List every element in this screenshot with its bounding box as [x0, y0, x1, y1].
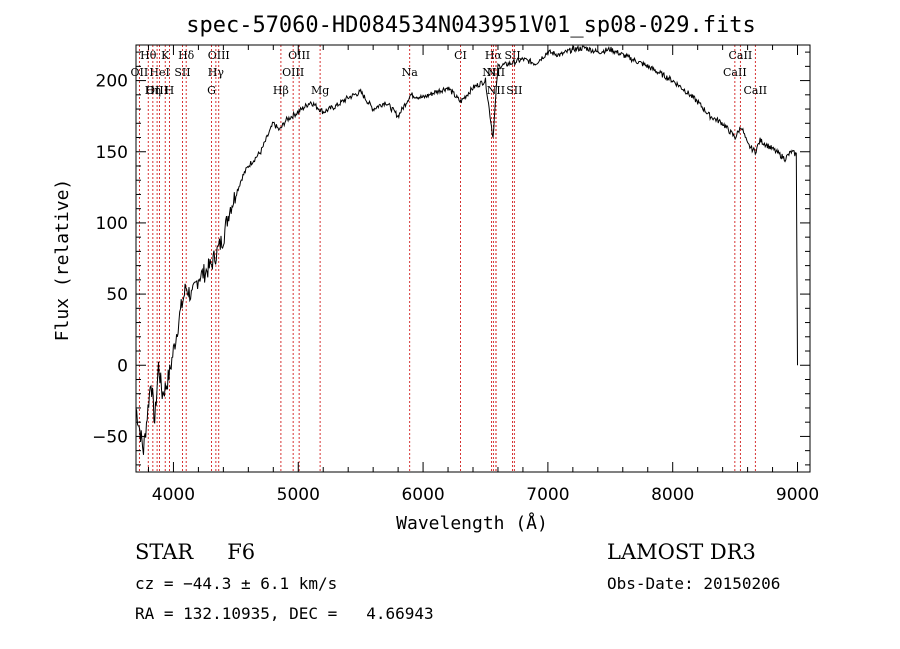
spectral-line-label-5: CI: [454, 49, 467, 62]
spectral-line-label-23: Mg: [311, 84, 329, 97]
x-tick-label-1: 5000: [277, 485, 320, 505]
series-layer: [135, 44, 798, 455]
series-line-flux: [135, 44, 798, 455]
spectral-line-label-10: HeI: [149, 66, 169, 79]
spectral-line-label-2: Hδ: [178, 49, 195, 62]
spectral-line-label-8: CaII: [729, 49, 753, 62]
spectral-line-label-25: SII: [506, 84, 522, 97]
spectral-line-label-26: CaII: [743, 84, 767, 97]
y-tick-label-4: 150: [96, 143, 128, 163]
spectral-line-label-4: OIII: [288, 49, 310, 62]
chart-title: spec-57060-HD084534N043951V01_sp08-029.f…: [186, 13, 756, 38]
x-tick-label-3: 7000: [526, 485, 569, 505]
x-tick-label-0: 4000: [152, 485, 195, 505]
x-axis-label: Wavelength (Å): [396, 512, 548, 534]
plot-frame: [135, 44, 811, 473]
spectral-line-label-6: Hα: [485, 49, 503, 62]
spectral-line-label-21: G: [207, 84, 216, 97]
spectral-line-label-12: Hγ: [208, 66, 225, 79]
spectral-line-label-14: Na: [402, 66, 419, 79]
survey-label: LAMOST DR3: [607, 540, 756, 564]
spectral-line-label-18: OIII: [146, 84, 168, 97]
y-tick-label-0: −50: [92, 427, 128, 447]
x-tick-label-2: 6000: [401, 485, 444, 505]
radec-line: RA = 132.10935, DEC = 4.66943: [135, 604, 434, 623]
subclass-label: F6: [227, 540, 256, 564]
axis-ticks: 4000 5000 6000 7000 8000 9000 −50 0 50 100 150 200: [92, 45, 819, 505]
y-axis-label: Flux (relative): [52, 179, 73, 342]
x-tick-label-4: 8000: [651, 485, 694, 505]
spectral-line-label-22: Hβ: [273, 84, 289, 97]
spectral-line-label-9: OII: [131, 66, 149, 79]
spectral-line-label-0: Hθ: [140, 49, 157, 62]
y-tick-label-2: 50: [106, 285, 128, 305]
y-tick-label-3: 100: [96, 214, 128, 234]
obs-date-line: Obs-Date: 20150206: [607, 574, 781, 593]
spectral-line-label-20: H: [165, 84, 175, 97]
class-label: STAR: [135, 540, 194, 564]
spectral-line-label-3: OIII: [208, 49, 230, 62]
spectral-line-label-19: Hη: [145, 84, 161, 97]
object-class: STAR F6: [135, 540, 255, 564]
redshift-line: cz = −44.3 ± 6.1 km/s: [135, 574, 338, 593]
y-tick-label-1: 0: [117, 356, 128, 376]
spectral-line-label-7: SII: [504, 49, 520, 62]
spectral-line-label-16: NII: [487, 66, 505, 79]
spectral-line-label-13: OIII: [282, 66, 304, 79]
spectral-line-label-11: SII: [174, 66, 190, 79]
y-tick-label-5: 200: [96, 72, 128, 92]
x-tick-label-5: 9000: [776, 485, 819, 505]
spectral-line-label-17: CaII: [723, 66, 747, 79]
spectral-line-label-1: K: [161, 49, 170, 62]
